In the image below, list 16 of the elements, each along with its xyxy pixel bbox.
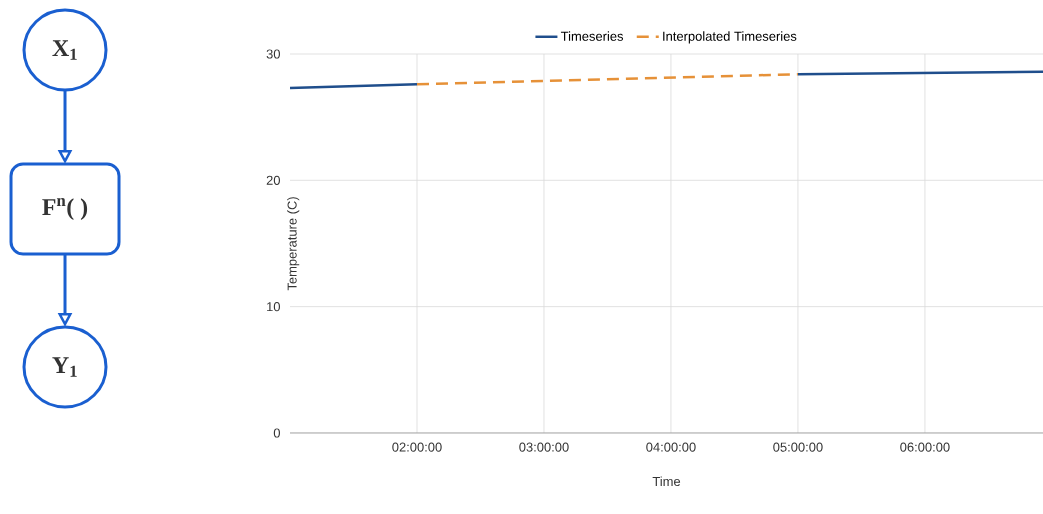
- y-axis-title: Temperature (C): [287, 197, 300, 291]
- x-tick-label: 04:00:00: [646, 442, 696, 452]
- y-tick-label: 10: [267, 302, 280, 312]
- x-tick-label: 02:00:00: [392, 442, 442, 452]
- legend-label: Interpolated Timeseries: [663, 31, 797, 44]
- x-tick-label: 05:00:00: [773, 442, 823, 452]
- y-tick-label: 20: [266, 175, 280, 185]
- text: Y$_{1}$: [52, 357, 77, 377]
- y-tick-label: 30: [266, 49, 280, 59]
- text: X$_{1}$: [52, 40, 77, 60]
- x-axis-title: Time: [652, 476, 681, 487]
- legend-label: Timeseries: [560, 31, 624, 41]
- x-tick-label: 03:00:00: [519, 442, 569, 452]
- text: F$^{n}$( ): [42, 198, 88, 220]
- x-tick-label: 06:00:00: [900, 442, 950, 452]
- y-tick-label: 0: [273, 428, 280, 438]
